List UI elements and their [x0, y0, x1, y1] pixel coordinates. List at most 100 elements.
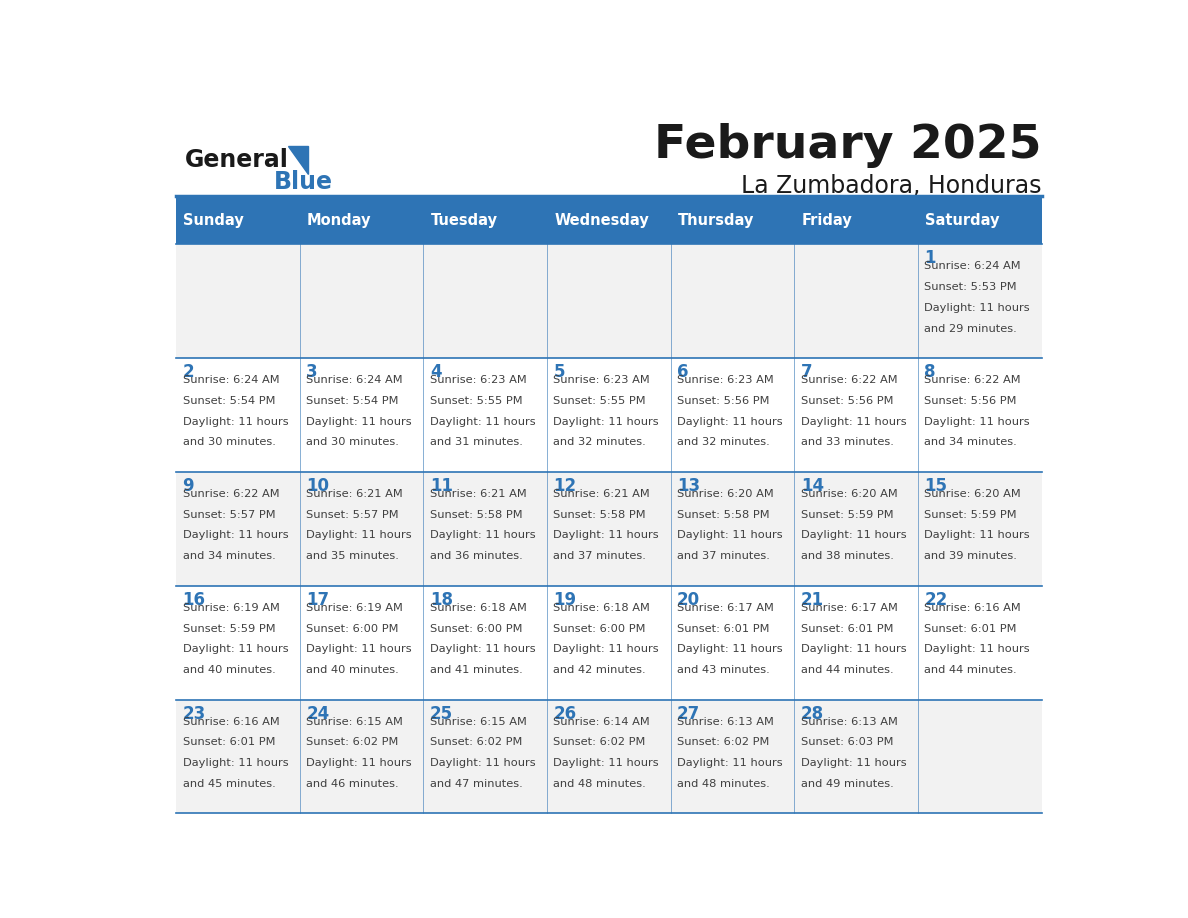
Text: Thursday: Thursday	[678, 213, 754, 228]
Bar	[546, 358, 671, 472]
Text: Sunset: 5:58 PM: Sunset: 5:58 PM	[430, 509, 523, 520]
Text: Friday: Friday	[802, 213, 853, 228]
Text: Daylight: 11 hours: Daylight: 11 hours	[677, 531, 783, 541]
Polygon shape	[289, 145, 308, 174]
Text: Sunset: 5:58 PM: Sunset: 5:58 PM	[554, 509, 646, 520]
Text: Sunset: 6:01 PM: Sunset: 6:01 PM	[924, 623, 1017, 633]
Text: Sunset: 6:02 PM: Sunset: 6:02 PM	[430, 737, 523, 747]
Text: Daylight: 11 hours: Daylight: 11 hours	[801, 417, 906, 427]
Text: and 48 minutes.: and 48 minutes.	[554, 778, 646, 789]
Bar	[176, 472, 299, 586]
Bar	[918, 700, 1042, 813]
Text: Sunrise: 6:16 AM: Sunrise: 6:16 AM	[924, 603, 1022, 613]
Text: Sunset: 5:59 PM: Sunset: 5:59 PM	[801, 509, 893, 520]
Text: and 49 minutes.: and 49 minutes.	[801, 778, 893, 789]
Text: Daylight: 11 hours: Daylight: 11 hours	[554, 758, 659, 768]
Text: Sunrise: 6:22 AM: Sunrise: 6:22 AM	[183, 489, 279, 499]
Bar	[546, 244, 671, 358]
Bar	[671, 358, 795, 472]
Bar	[299, 196, 423, 244]
Text: 20: 20	[677, 591, 700, 609]
Text: and 40 minutes.: and 40 minutes.	[183, 665, 276, 675]
Bar	[546, 700, 671, 813]
Text: Sunrise: 6:14 AM: Sunrise: 6:14 AM	[554, 717, 650, 727]
Text: Tuesday: Tuesday	[431, 213, 498, 228]
Text: Sunrise: 6:13 AM: Sunrise: 6:13 AM	[677, 717, 775, 727]
Text: Daylight: 11 hours: Daylight: 11 hours	[677, 758, 783, 768]
Text: Sunrise: 6:22 AM: Sunrise: 6:22 AM	[801, 375, 897, 386]
Text: Sunrise: 6:23 AM: Sunrise: 6:23 AM	[554, 375, 650, 386]
Text: Sunset: 5:56 PM: Sunset: 5:56 PM	[677, 396, 770, 406]
Text: February 2025: February 2025	[655, 123, 1042, 168]
Text: and 40 minutes.: and 40 minutes.	[307, 665, 399, 675]
Text: 19: 19	[554, 591, 576, 609]
Text: Daylight: 11 hours: Daylight: 11 hours	[183, 417, 289, 427]
Text: and 44 minutes.: and 44 minutes.	[801, 665, 893, 675]
Text: 5: 5	[554, 364, 565, 381]
Bar	[299, 358, 423, 472]
Text: Sunset: 5:59 PM: Sunset: 5:59 PM	[924, 509, 1017, 520]
Text: Sunrise: 6:17 AM: Sunrise: 6:17 AM	[801, 603, 898, 613]
Bar	[671, 700, 795, 813]
Text: and 44 minutes.: and 44 minutes.	[924, 665, 1017, 675]
Text: Sunset: 5:57 PM: Sunset: 5:57 PM	[183, 509, 276, 520]
Bar	[299, 700, 423, 813]
Text: Daylight: 11 hours: Daylight: 11 hours	[554, 531, 659, 541]
Text: Daylight: 11 hours: Daylight: 11 hours	[924, 303, 1030, 313]
Bar	[546, 196, 671, 244]
Text: General: General	[185, 148, 289, 172]
Text: and 32 minutes.: and 32 minutes.	[554, 437, 646, 447]
Text: Daylight: 11 hours: Daylight: 11 hours	[183, 531, 289, 541]
Bar	[423, 196, 546, 244]
Text: Monday: Monday	[308, 213, 372, 228]
Text: Sunrise: 6:20 AM: Sunrise: 6:20 AM	[924, 489, 1022, 499]
Text: 25: 25	[430, 705, 453, 722]
Text: 8: 8	[924, 364, 936, 381]
Text: 28: 28	[801, 705, 823, 722]
Text: Daylight: 11 hours: Daylight: 11 hours	[554, 417, 659, 427]
Text: Sunset: 6:03 PM: Sunset: 6:03 PM	[801, 737, 893, 747]
Bar	[299, 244, 423, 358]
Text: and 32 minutes.: and 32 minutes.	[677, 437, 770, 447]
Text: Sunset: 6:02 PM: Sunset: 6:02 PM	[307, 737, 399, 747]
Text: and 37 minutes.: and 37 minutes.	[554, 551, 646, 561]
Bar	[918, 472, 1042, 586]
Text: 12: 12	[554, 477, 576, 495]
Text: 6: 6	[677, 364, 689, 381]
Text: 18: 18	[430, 591, 453, 609]
Text: 4: 4	[430, 364, 442, 381]
Bar	[671, 472, 795, 586]
Text: and 43 minutes.: and 43 minutes.	[677, 665, 770, 675]
Text: and 30 minutes.: and 30 minutes.	[183, 437, 276, 447]
Bar	[795, 244, 918, 358]
Text: Daylight: 11 hours: Daylight: 11 hours	[430, 531, 536, 541]
Text: Daylight: 11 hours: Daylight: 11 hours	[307, 644, 412, 655]
Text: 17: 17	[307, 591, 329, 609]
Text: Daylight: 11 hours: Daylight: 11 hours	[307, 531, 412, 541]
Text: Sunrise: 6:17 AM: Sunrise: 6:17 AM	[677, 603, 775, 613]
Text: Sunrise: 6:21 AM: Sunrise: 6:21 AM	[430, 489, 526, 499]
Text: and 46 minutes.: and 46 minutes.	[307, 778, 399, 789]
Text: Sunset: 5:54 PM: Sunset: 5:54 PM	[307, 396, 399, 406]
Text: 22: 22	[924, 591, 948, 609]
Text: Sunrise: 6:19 AM: Sunrise: 6:19 AM	[307, 603, 403, 613]
Text: Saturday: Saturday	[925, 213, 1000, 228]
Text: and 34 minutes.: and 34 minutes.	[183, 551, 276, 561]
Text: Daylight: 11 hours: Daylight: 11 hours	[924, 417, 1030, 427]
Text: Daylight: 11 hours: Daylight: 11 hours	[677, 417, 783, 427]
Text: 1: 1	[924, 250, 936, 267]
Text: and 48 minutes.: and 48 minutes.	[677, 778, 770, 789]
Text: 27: 27	[677, 705, 701, 722]
Text: Sunrise: 6:24 AM: Sunrise: 6:24 AM	[924, 262, 1020, 272]
Text: 9: 9	[183, 477, 194, 495]
Bar	[299, 586, 423, 700]
Text: Sunset: 5:58 PM: Sunset: 5:58 PM	[677, 509, 770, 520]
Text: Sunrise: 6:16 AM: Sunrise: 6:16 AM	[183, 717, 279, 727]
Text: Sunrise: 6:23 AM: Sunrise: 6:23 AM	[430, 375, 526, 386]
Text: Blue: Blue	[273, 170, 333, 195]
Text: and 33 minutes.: and 33 minutes.	[801, 437, 893, 447]
Text: and 36 minutes.: and 36 minutes.	[430, 551, 523, 561]
Text: and 38 minutes.: and 38 minutes.	[801, 551, 893, 561]
Text: Sunset: 5:59 PM: Sunset: 5:59 PM	[183, 623, 276, 633]
Bar	[546, 586, 671, 700]
